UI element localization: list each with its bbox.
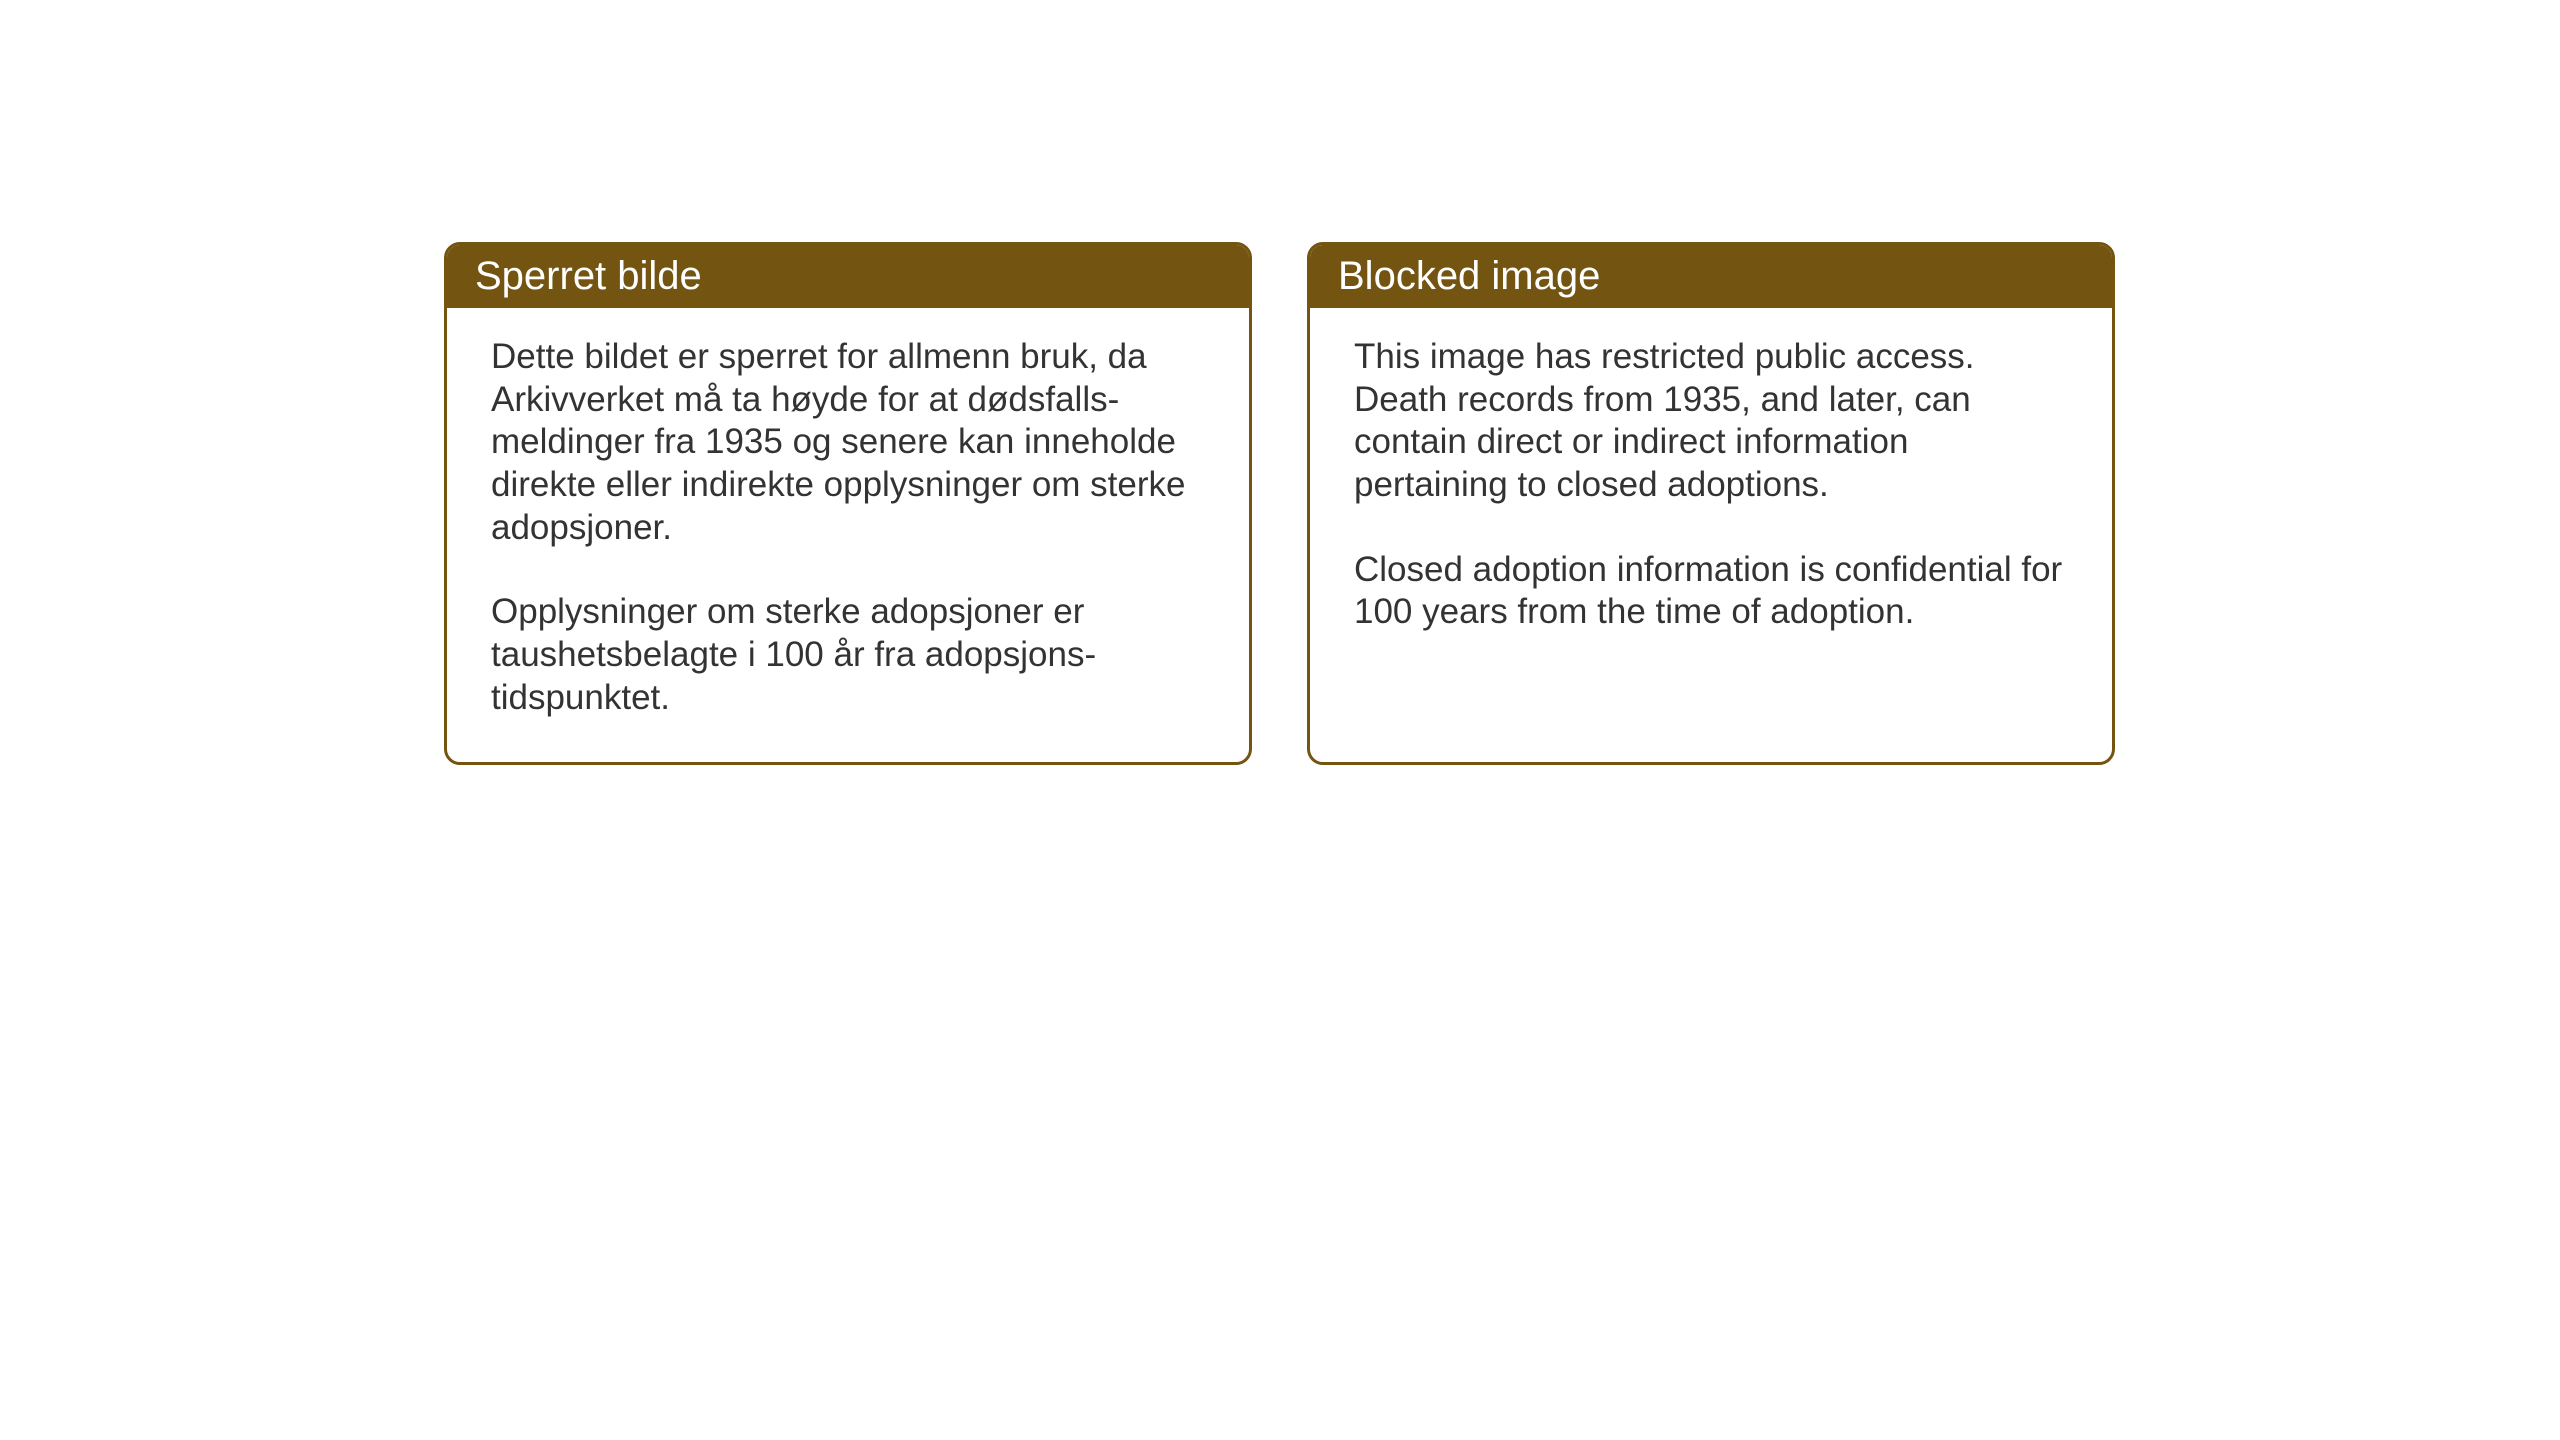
card-title: Sperret bilde	[475, 254, 702, 298]
card-paragraph: Closed adoption information is confident…	[1354, 549, 2068, 634]
card-paragraph: Dette bildet er sperret for allmenn bruk…	[491, 336, 1205, 549]
card-norwegian: Sperret bilde Dette bildet er sperret fo…	[444, 242, 1252, 765]
cards-container: Sperret bilde Dette bildet er sperret fo…	[444, 242, 2115, 765]
card-header-english: Blocked image	[1310, 245, 2112, 308]
card-paragraph: This image has restricted public access.…	[1354, 336, 2068, 507]
card-body-norwegian: Dette bildet er sperret for allmenn bruk…	[447, 308, 1249, 762]
card-body-english: This image has restricted public access.…	[1310, 308, 2112, 676]
card-paragraph: Opplysninger om sterke adopsjoner er tau…	[491, 591, 1205, 719]
card-english: Blocked image This image has restricted …	[1307, 242, 2115, 765]
card-title: Blocked image	[1338, 254, 1600, 298]
card-header-norwegian: Sperret bilde	[447, 245, 1249, 308]
